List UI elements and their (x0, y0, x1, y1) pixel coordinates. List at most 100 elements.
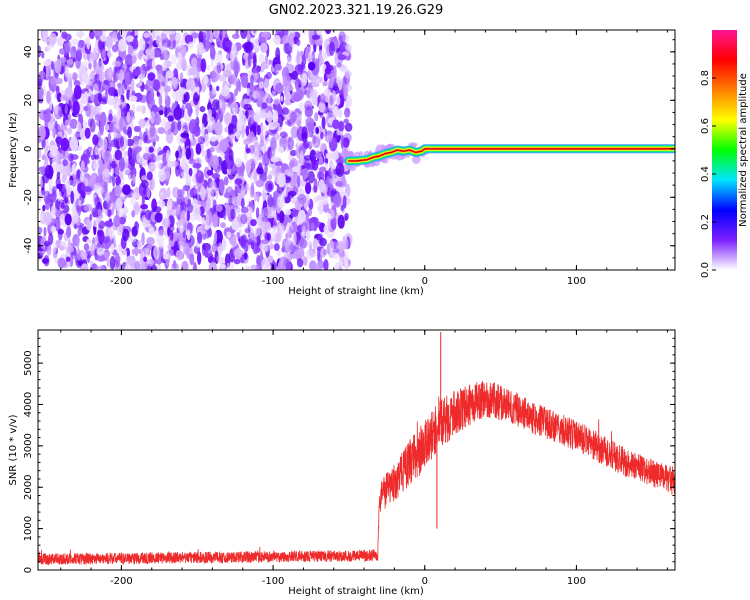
spectrogram-noise-cell (161, 217, 171, 229)
spectrogram-noise-cell (94, 146, 99, 156)
spectrogram-noise-cell (165, 132, 174, 144)
spectrogram-noise-cell (172, 259, 177, 269)
spectrogram-noise-cell (134, 146, 142, 153)
spectrogram-noise-cell (153, 245, 160, 260)
spectrogram-noise-cell (254, 246, 261, 253)
spectrogram-noise-cell (157, 127, 166, 134)
spectrogram-noise-cell (256, 90, 265, 102)
spectrogram-noise-cell (122, 209, 127, 217)
spectrogram-noise-cell (277, 172, 286, 188)
spectrogram-noise-cell (307, 240, 312, 246)
spectrogram-noise-cell (112, 113, 118, 128)
spectrogram-noise-cell (41, 154, 46, 161)
spectrogram-noise-cell (241, 74, 249, 88)
spectrogram-noise-cell (343, 254, 349, 269)
spectrogram-noise-cell (41, 138, 46, 149)
spectrogram-noise-cell (83, 243, 90, 252)
spectrogram-noise-cell (112, 31, 118, 43)
spectrogram-noise-cell (307, 170, 315, 184)
spectrogram-noise-cell (234, 248, 243, 259)
spectrogram-noise-cell (53, 241, 57, 254)
spectrogram-noise-cell (64, 42, 70, 57)
spectrogram-noise-cell (317, 171, 325, 181)
spectrogram-noise-cell (290, 111, 297, 123)
spectrogram-x-axis-label: Height of straight line (km) (288, 286, 424, 297)
spectrogram-noise-cell (132, 37, 139, 50)
spectrogram-noise-cell (105, 191, 111, 203)
spectrogram-noise-cell (80, 251, 88, 260)
snr-y-tick-label: 2000 (23, 475, 34, 500)
spectrogram-noise-cell (283, 217, 289, 224)
spectrogram-noise-cell (38, 176, 43, 190)
spectrogram-noise-cell (84, 127, 91, 139)
spectrogram-noise-cell (185, 80, 192, 91)
spectrogram-noise-cell (231, 43, 237, 55)
spectrogram-noise-cell (277, 264, 286, 270)
spectrogram-noise-cell (70, 46, 77, 60)
spectrogram-x-tick-label: -100 (262, 276, 285, 287)
spectrogram-noise-cell (38, 85, 44, 99)
spectrogram-noise-cell (120, 136, 124, 148)
spectrogram-noise-cell (147, 45, 155, 58)
spectrogram-noise-cell (42, 30, 48, 41)
spectrogram-noise-cell (319, 93, 326, 104)
spectrogram-noise-cell (153, 206, 162, 213)
spectrogram-noise-cell (127, 44, 134, 56)
spectrogram-noise-cell (175, 90, 179, 102)
spectrogram-noise-cell (160, 118, 167, 128)
spectrogram-noise-cell (183, 184, 191, 192)
spectrogram-noise-cell (325, 30, 331, 35)
spectrogram-noise-cell (263, 245, 269, 253)
spectrogram-noise-cell (304, 158, 311, 169)
spectrogram-noise-cell (107, 142, 112, 153)
spectrogram-noise-cell (326, 243, 331, 255)
spectrogram-noise-cell (252, 30, 257, 34)
spectrogram-noise-cell (215, 134, 224, 142)
spectrogram-x-tick-label: 100 (567, 276, 586, 287)
spectrogram-noise-cell (239, 257, 245, 264)
spectrogram-noise-cell (164, 76, 169, 88)
spectrogram-noise-cell (223, 176, 229, 186)
spectrogram-y-axis-label: Frequency (Hz) (8, 112, 19, 188)
spectrogram-noise-cell (256, 254, 261, 267)
spectrogram-noise-cell (215, 204, 223, 212)
spectrogram-noise-cell (213, 30, 219, 39)
spectrogram-noise-cell (267, 174, 273, 181)
spectrogram-noise-cell (321, 197, 329, 205)
spectrogram-noise-cell (137, 240, 143, 249)
spectrogram-noise-cell (220, 222, 226, 229)
spectrogram-noise-cell (335, 162, 345, 177)
spectrogram-plot-frame (37, 29, 676, 271)
spectrogram-noise-cell (209, 146, 215, 153)
spectrogram-noise-cell (294, 78, 301, 91)
spectrogram-noise-cell (189, 253, 195, 266)
spectrogram-noise-cell (262, 206, 272, 217)
spectrogram-noise-cell (307, 208, 312, 217)
spectrogram-noise-cell (248, 110, 255, 118)
snr-y-tick-label: 5000 (23, 350, 34, 375)
spectrogram-noise-cell (265, 55, 268, 64)
spectrogram-noise-cell (42, 172, 50, 184)
spectrogram-noise-cell (38, 166, 47, 173)
spectrogram-noise-cell (179, 87, 187, 95)
spectrogram-noise-cell (318, 60, 323, 68)
spectrogram-noise-cell (169, 230, 174, 241)
spectrogram-noise-cell (235, 158, 243, 168)
spectrogram-noise-cell (240, 197, 245, 209)
spectrogram-noise-cell (38, 77, 43, 88)
spectrogram-noise-cell (197, 251, 202, 265)
spectrogram-noise-cell (224, 84, 229, 91)
spectrogram-noise-cell (177, 51, 183, 63)
spectrogram-noise-cell (43, 255, 50, 267)
spectrogram-noise-cell (295, 164, 302, 176)
spectrogram-noise-cell (64, 119, 71, 126)
spectrogram-noise-cell (93, 162, 100, 170)
spectrogram-noise-cell (104, 220, 114, 228)
spectrogram-noise-cell (309, 216, 319, 224)
spectrogram-y-tick-label: 40 (23, 45, 34, 58)
spectrogram-noise-cell (115, 252, 120, 267)
spectrogram-noise-cell (81, 182, 86, 192)
spectrogram-noise-cell (256, 191, 260, 203)
spectrogram-noise-cell (143, 32, 150, 39)
